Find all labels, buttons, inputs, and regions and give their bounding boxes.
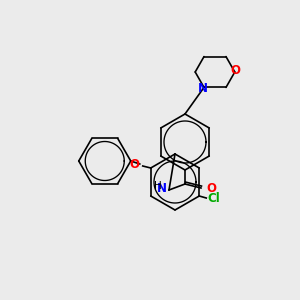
Text: N: N bbox=[157, 182, 167, 196]
Text: N: N bbox=[198, 82, 208, 95]
Text: O: O bbox=[231, 64, 241, 77]
Text: H: H bbox=[154, 181, 162, 191]
Text: O: O bbox=[206, 182, 216, 196]
Text: O: O bbox=[130, 158, 140, 170]
Text: Cl: Cl bbox=[207, 193, 220, 206]
